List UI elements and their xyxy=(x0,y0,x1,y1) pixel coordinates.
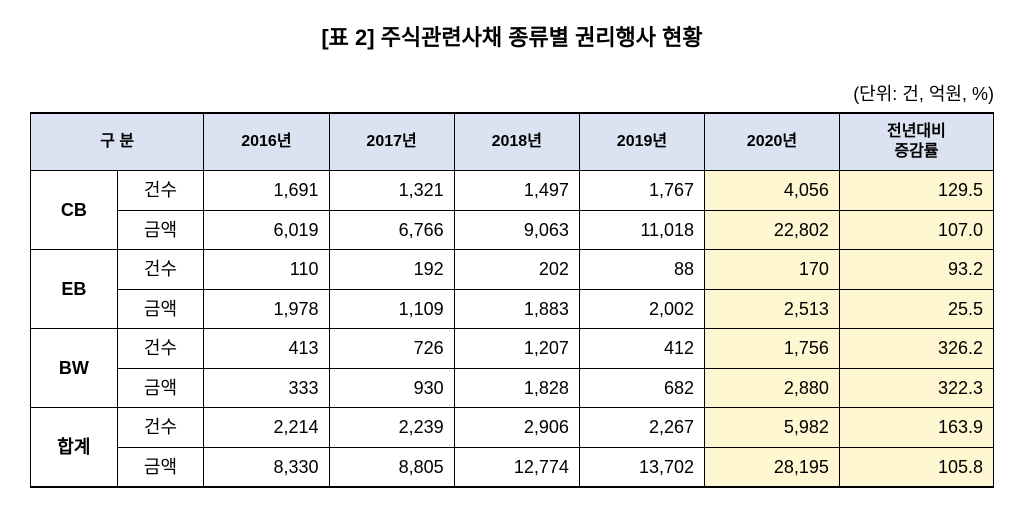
data-table: 구 분 2016년2017년2018년2019년2020년전년대비 증감률 CB… xyxy=(30,112,994,488)
header-row: 구 분 2016년2017년2018년2019년2020년전년대비 증감률 xyxy=(31,113,994,171)
category-name: CB xyxy=(31,171,118,250)
value-cell: 202 xyxy=(454,250,579,290)
value-cell: 8,330 xyxy=(204,447,329,487)
yoy-cell: 107.0 xyxy=(839,210,993,250)
category-name: 합계 xyxy=(31,408,118,488)
value-cell: 1,767 xyxy=(579,171,704,211)
value-cell: 930 xyxy=(329,368,454,408)
value-cell: 2,906 xyxy=(454,408,579,448)
metric-label: 건수 xyxy=(117,329,204,369)
value-cell: 192 xyxy=(329,250,454,290)
value-cell: 2,880 xyxy=(705,368,840,408)
table-title: [표 2] 주식관련사채 종류별 권리행사 현황 xyxy=(30,20,994,52)
value-cell: 22,802 xyxy=(705,210,840,250)
table-row: 금액3339301,8286822,880322.3 xyxy=(31,368,994,408)
metric-label: 금액 xyxy=(117,289,204,329)
value-cell: 1,109 xyxy=(329,289,454,329)
yoy-cell: 322.3 xyxy=(839,368,993,408)
yoy-cell: 129.5 xyxy=(839,171,993,211)
col-yoy: 전년대비 증감률 xyxy=(839,113,993,171)
value-cell: 1,756 xyxy=(705,329,840,369)
value-cell: 9,063 xyxy=(454,210,579,250)
value-cell: 333 xyxy=(204,368,329,408)
table-row: 금액6,0196,7669,06311,01822,802107.0 xyxy=(31,210,994,250)
value-cell: 5,982 xyxy=(705,408,840,448)
value-cell: 110 xyxy=(204,250,329,290)
value-cell: 1,321 xyxy=(329,171,454,211)
metric-label: 금액 xyxy=(117,210,204,250)
metric-label: 건수 xyxy=(117,408,204,448)
value-cell: 2,214 xyxy=(204,408,329,448)
category-name: BW xyxy=(31,329,118,408)
unit-label: (단위: 건, 억원, %) xyxy=(30,80,994,106)
value-cell: 726 xyxy=(329,329,454,369)
value-cell: 2,002 xyxy=(579,289,704,329)
yoy-cell: 93.2 xyxy=(839,250,993,290)
yoy-cell: 163.9 xyxy=(839,408,993,448)
value-cell: 88 xyxy=(579,250,704,290)
value-cell: 1,497 xyxy=(454,171,579,211)
value-cell: 2,513 xyxy=(705,289,840,329)
table-body: CB건수1,6911,3211,4971,7674,056129.5금액6,01… xyxy=(31,171,994,488)
metric-label: 건수 xyxy=(117,250,204,290)
col-year: 2017년 xyxy=(329,113,454,171)
table-row: 합계건수2,2142,2392,9062,2675,982163.9 xyxy=(31,408,994,448)
yoy-cell: 25.5 xyxy=(839,289,993,329)
value-cell: 682 xyxy=(579,368,704,408)
col-category: 구 분 xyxy=(31,113,204,171)
value-cell: 4,056 xyxy=(705,171,840,211)
category-name: EB xyxy=(31,250,118,329)
value-cell: 6,766 xyxy=(329,210,454,250)
col-year: 2016년 xyxy=(204,113,329,171)
col-year: 2019년 xyxy=(579,113,704,171)
value-cell: 1,207 xyxy=(454,329,579,369)
table-row: CB건수1,6911,3211,4971,7674,056129.5 xyxy=(31,171,994,211)
value-cell: 1,691 xyxy=(204,171,329,211)
metric-label: 건수 xyxy=(117,171,204,211)
value-cell: 11,018 xyxy=(579,210,704,250)
table-row: EB건수1101922028817093.2 xyxy=(31,250,994,290)
value-cell: 12,774 xyxy=(454,447,579,487)
value-cell: 412 xyxy=(579,329,704,369)
value-cell: 13,702 xyxy=(579,447,704,487)
value-cell: 413 xyxy=(204,329,329,369)
value-cell: 2,239 xyxy=(329,408,454,448)
yoy-cell: 105.8 xyxy=(839,447,993,487)
metric-label: 금액 xyxy=(117,368,204,408)
table-row: 금액1,9781,1091,8832,0022,51325.5 xyxy=(31,289,994,329)
value-cell: 6,019 xyxy=(204,210,329,250)
value-cell: 28,195 xyxy=(705,447,840,487)
value-cell: 1,828 xyxy=(454,368,579,408)
metric-label: 금액 xyxy=(117,447,204,487)
table-row: BW건수4137261,2074121,756326.2 xyxy=(31,329,994,369)
value-cell: 1,883 xyxy=(454,289,579,329)
value-cell: 1,978 xyxy=(204,289,329,329)
value-cell: 170 xyxy=(705,250,840,290)
yoy-cell: 326.2 xyxy=(839,329,993,369)
value-cell: 8,805 xyxy=(329,447,454,487)
col-year: 2018년 xyxy=(454,113,579,171)
value-cell: 2,267 xyxy=(579,408,704,448)
table-row: 금액8,3308,80512,77413,70228,195105.8 xyxy=(31,447,994,487)
col-year: 2020년 xyxy=(705,113,840,171)
